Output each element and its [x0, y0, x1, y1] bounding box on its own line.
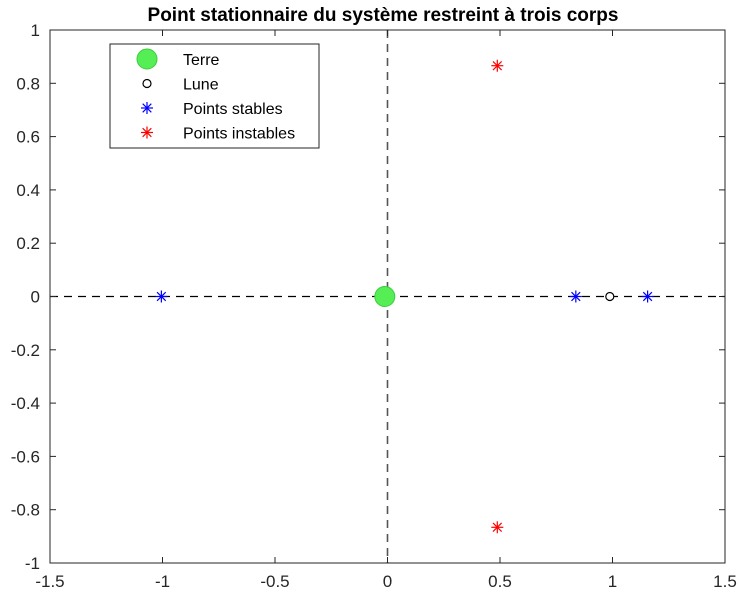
y-tick-label: -0.2	[11, 341, 40, 360]
point-points-stables	[155, 290, 168, 303]
point-points-instables	[491, 59, 504, 72]
point-points-stables	[569, 290, 582, 303]
point-terre	[374, 286, 396, 307]
y-tick-label: -0.4	[11, 394, 40, 413]
legend-marker-lune	[142, 78, 152, 89]
y-tick-label: 0.8	[16, 74, 40, 93]
legend-label-lune: Lune	[183, 77, 219, 94]
legend-label-points-instables: Points instables	[183, 126, 295, 143]
x-tick-label: 0	[383, 572, 392, 591]
x-tick-label: -0.5	[260, 572, 289, 591]
x-tick-label: 1.5	[713, 572, 737, 591]
legend-label-terre: Terre	[183, 52, 220, 69]
y-tick-label: 0.6	[16, 128, 40, 147]
y-tick-label: 1	[31, 21, 40, 40]
legend-marker-points-instables	[141, 126, 153, 139]
y-tick-label: 0	[31, 288, 40, 307]
x-tick-label: 1	[608, 572, 617, 591]
y-tick-label: 0.2	[16, 234, 40, 253]
legend-marker-terre	[136, 48, 158, 70]
data-marks	[155, 59, 654, 534]
legend: Terre Lune Points stables Points instables	[109, 43, 320, 149]
y-tick-label: 0.4	[16, 181, 40, 200]
legend-label-points-stables: Points stables	[183, 101, 283, 118]
x-tick-label: -1.5	[35, 572, 64, 591]
x-tick-label: -1	[155, 572, 170, 591]
chart-title: Point stationnaire du système restreint …	[148, 5, 619, 26]
point-points-instables	[491, 521, 504, 534]
y-tick-label: -0.6	[11, 447, 40, 466]
y-axis: -1 -0.8 -0.6 -0.4 -0.2 0 0.2 0.4 0.6 0.8 1	[11, 21, 725, 573]
plot-frame	[49, 29, 726, 564]
x-tick-label: 0.5	[488, 572, 512, 591]
x-axis: -1.5 -1 -0.5 0 0.5 1 1.5	[35, 30, 737, 591]
y-tick-label: -1	[25, 554, 40, 573]
legend-marker-points-stables	[141, 102, 153, 114]
y-tick-label: -0.8	[11, 501, 40, 520]
point-lune	[605, 291, 615, 302]
point-points-stables	[641, 290, 654, 303]
